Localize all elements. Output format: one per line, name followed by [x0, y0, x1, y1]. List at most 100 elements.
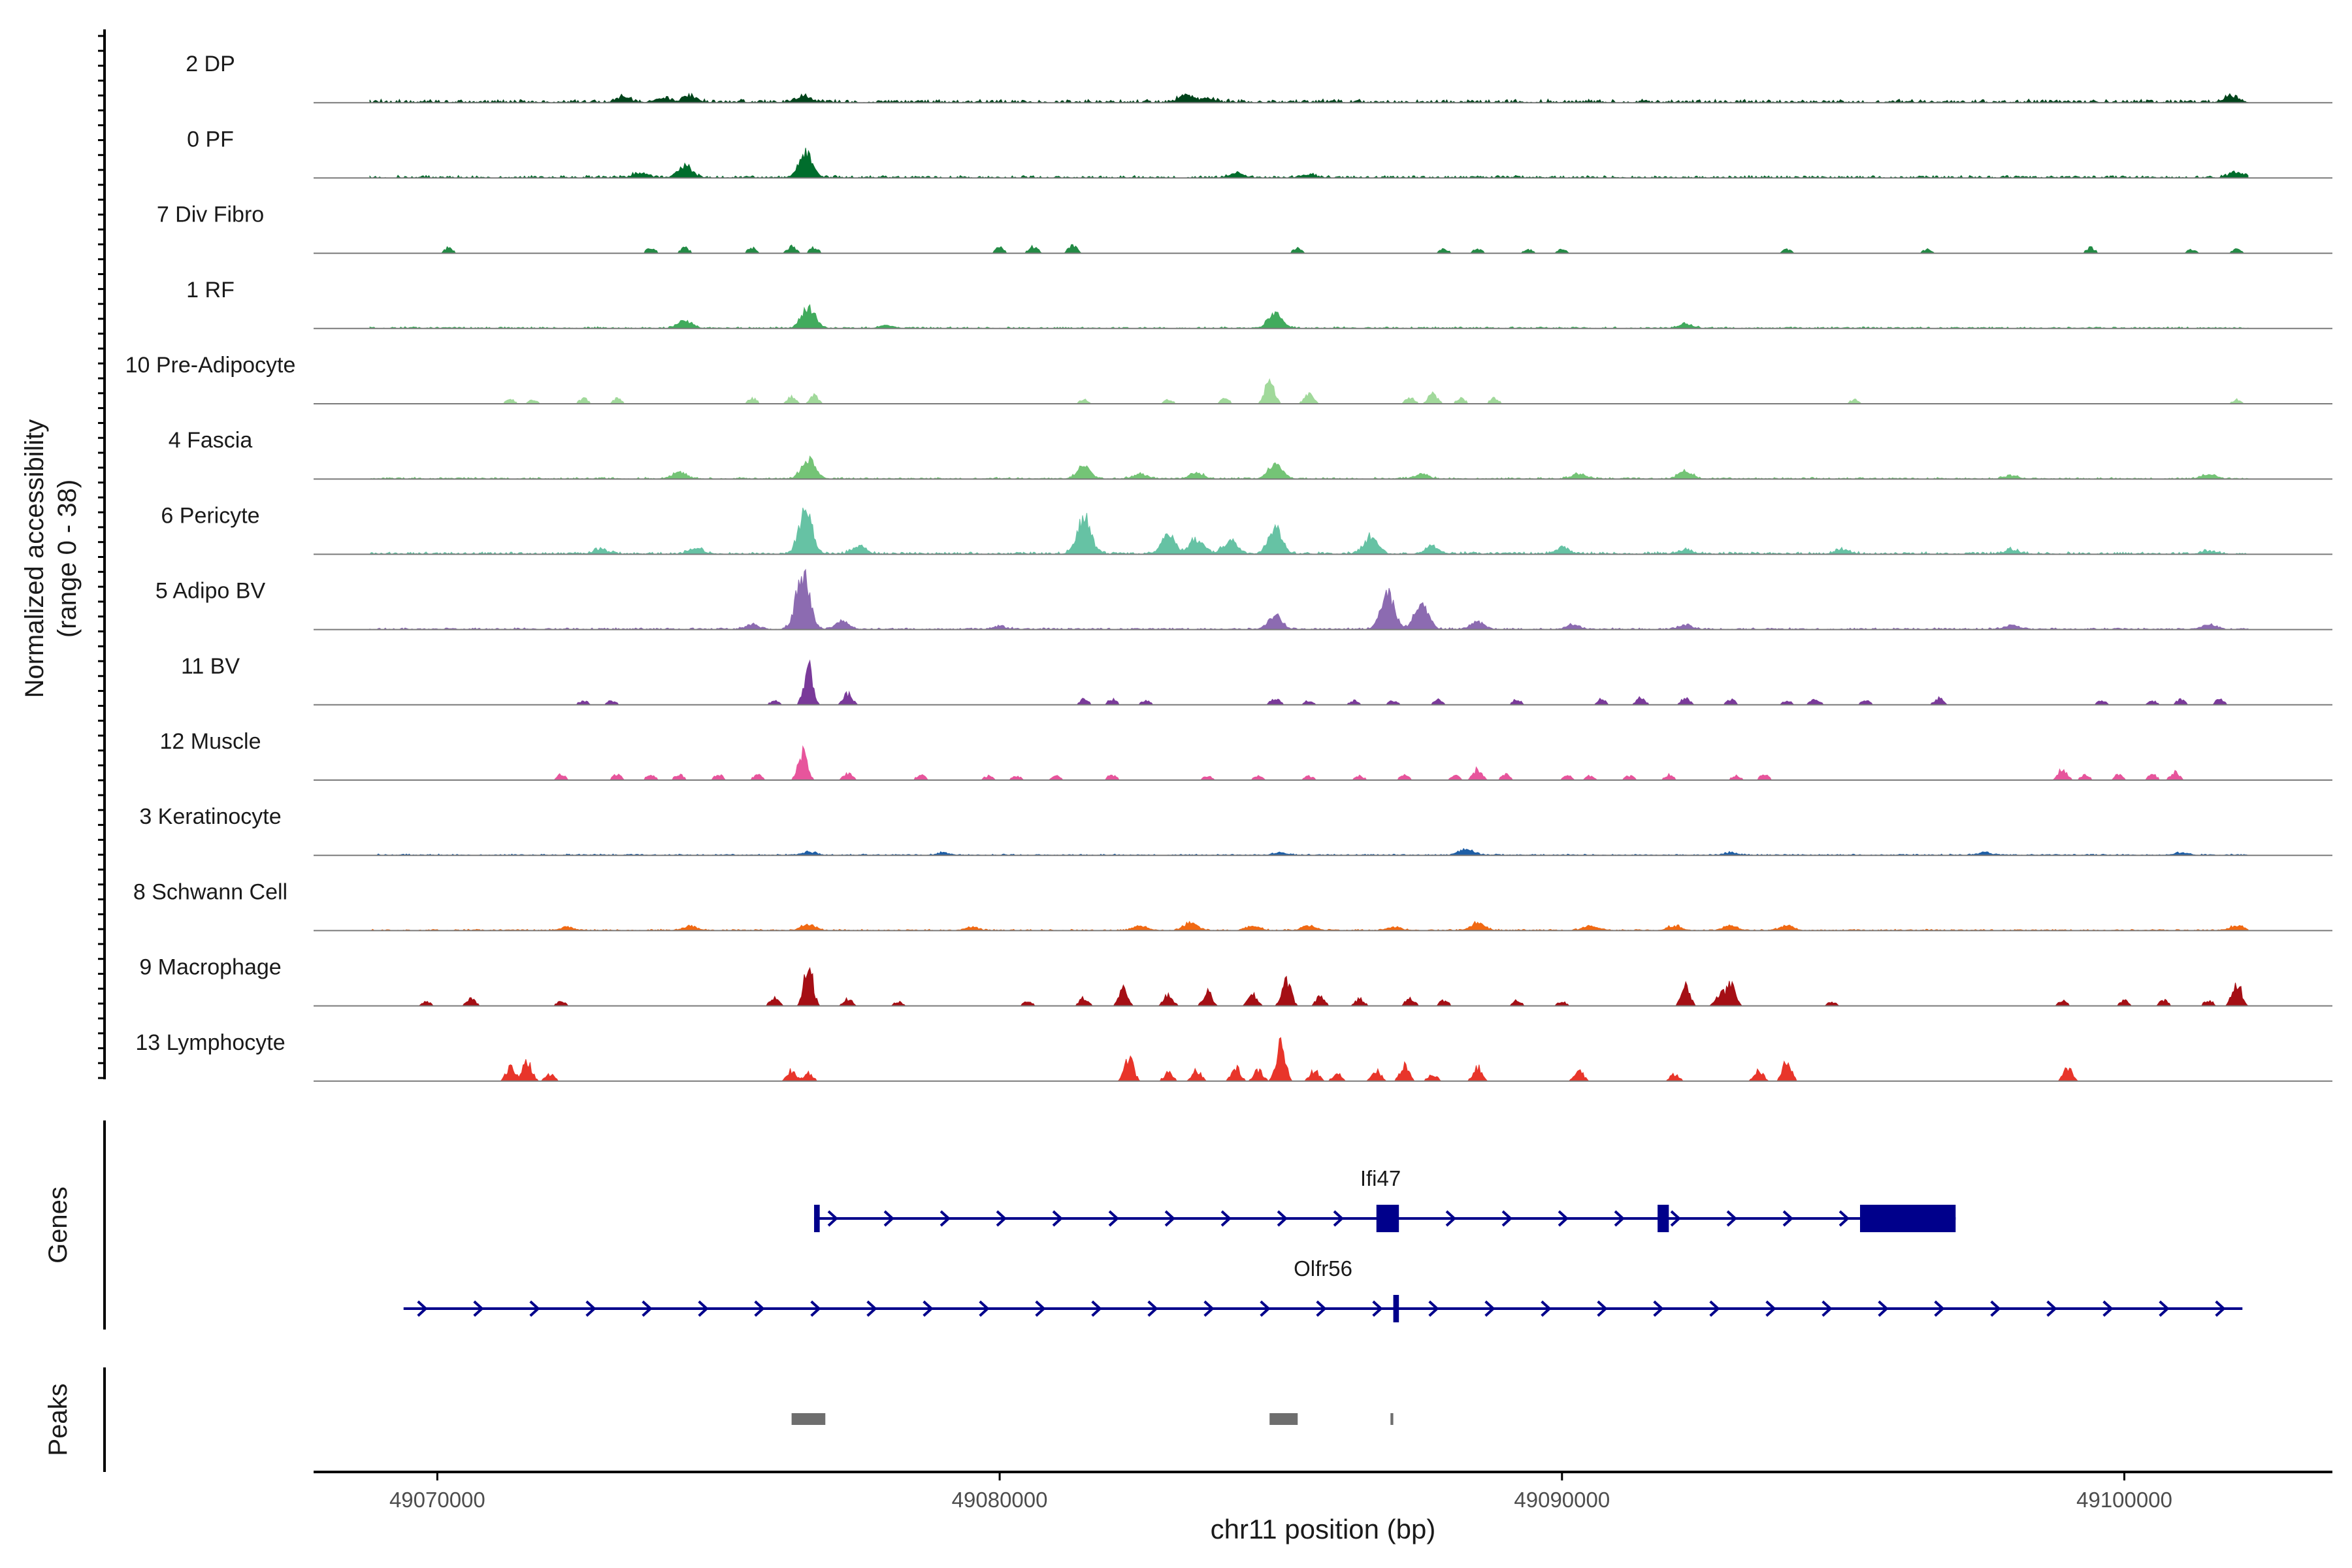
- track-6-pericyte: 6 Pericyte: [161, 503, 2332, 555]
- coverage-area: [370, 659, 2248, 706]
- x-tick-label: 49100000: [2076, 1488, 2172, 1512]
- coverage-area: [369, 92, 2249, 104]
- track-5-adipo-bv: 5 Adipo BV: [155, 568, 2332, 630]
- coverage-area: [370, 745, 2248, 781]
- coverage-area: [369, 508, 2249, 555]
- strand-arrow: [1484, 1300, 1495, 1317]
- strand-arrow: [1035, 1300, 1046, 1317]
- strand-arrow: [1501, 1210, 1512, 1227]
- track-label: 2 DP: [186, 52, 235, 76]
- coverage-tracks: 2 DP 0 PF 7 Div Fibro 1 RF 10 Pre-Adipocyte 4…: [125, 52, 2332, 1082]
- strand-arrow: [2159, 1300, 2170, 1317]
- gene-olfr56: Olfr56: [403, 1256, 2243, 1322]
- track-label: 13 Lymphocyte: [135, 1030, 285, 1055]
- strand-arrow: [2046, 1300, 2057, 1317]
- y-axis-label-line1: Normalized accessibility: [20, 419, 49, 698]
- strand-arrow: [1260, 1300, 1271, 1317]
- track-label: 0 PF: [187, 127, 234, 152]
- track-0-pf: 0 PF: [187, 127, 2332, 179]
- strand-arrow: [1653, 1300, 1664, 1317]
- gene-label: Ifi47: [1360, 1166, 1401, 1190]
- coverage-area: [369, 568, 2249, 630]
- track-11-bv: 11 BV: [181, 654, 2332, 706]
- strand-arrow: [810, 1300, 821, 1317]
- strand-arrow: [1821, 1300, 1833, 1317]
- strand-arrow: [1838, 1210, 1850, 1227]
- strand-arrow: [1203, 1300, 1215, 1317]
- strand-arrow: [1428, 1300, 1439, 1317]
- gene-ifi47: Ifi47: [814, 1166, 1956, 1232]
- track-1-rf: 1 RF: [186, 278, 2332, 329]
- strand-arrow: [939, 1210, 951, 1227]
- genes-track: Ifi47 Olfr56: [403, 1166, 2243, 1322]
- track-7-div-fibro: 7 Div Fibro: [157, 203, 2332, 254]
- genes-panel-label: Genes: [44, 1186, 73, 1264]
- strand-arrow: [1878, 1300, 1889, 1317]
- track-label: 12 Muscle: [160, 729, 261, 754]
- track-label: 11 BV: [181, 654, 240, 679]
- track-4-fascia: 4 Fascia: [169, 428, 2332, 480]
- strand-arrow: [1726, 1210, 1737, 1227]
- coverage-area: [370, 1037, 2248, 1082]
- track-label: 9 Macrophage: [139, 955, 281, 980]
- strand-arrow: [1709, 1300, 1720, 1317]
- strand-arrow: [1614, 1210, 1625, 1227]
- track-label: 4 Fascia: [169, 428, 253, 453]
- peak-region: [791, 1413, 826, 1425]
- strand-arrow: [1765, 1300, 1776, 1317]
- peak-regions-track: [791, 1413, 1394, 1425]
- coverage-area: [369, 847, 2249, 856]
- coverage-area: [369, 148, 2249, 179]
- track-9-macrophage: 9 Macrophage: [139, 955, 2332, 1007]
- track-10-pre-adipocyte: 10 Pre-Adipocyte: [125, 353, 2332, 404]
- x-tick-label: 49070000: [389, 1488, 485, 1512]
- y-axis: [98, 29, 106, 1079]
- strand-arrow: [1670, 1210, 1681, 1227]
- strand-arrow: [417, 1300, 428, 1317]
- x-axis-label: chr11 position (bp): [1211, 1514, 1436, 1544]
- track-label: 8 Schwann Cell: [133, 879, 287, 904]
- strand-arrow: [1990, 1300, 2001, 1317]
- strand-arrow: [1782, 1210, 1793, 1227]
- track-12-muscle: 12 Muscle: [160, 729, 2332, 781]
- track-label: 7 Div Fibro: [157, 203, 264, 227]
- exon: [1658, 1205, 1669, 1232]
- strand-arrow: [923, 1300, 934, 1317]
- track-3-keratinocyte: 3 Keratinocyte: [139, 804, 2332, 857]
- strand-arrow: [1934, 1300, 1945, 1317]
- track-label: 3 Keratinocyte: [139, 804, 281, 829]
- track-label: 5 Adipo BV: [155, 579, 266, 604]
- strand-arrow: [2102, 1300, 2114, 1317]
- strand-arrow: [1147, 1300, 1158, 1317]
- strand-arrow: [1541, 1300, 1552, 1317]
- track-label: 1 RF: [186, 278, 235, 302]
- strand-arrow: [473, 1300, 484, 1317]
- coverage-area: [370, 244, 2248, 254]
- x-axis: 49070000 49080000 49090000 49100000: [389, 1472, 2172, 1512]
- strand-arrow: [585, 1300, 596, 1317]
- strand-arrow: [1445, 1210, 1456, 1227]
- gene-label: Olfr56: [1294, 1256, 1352, 1281]
- y-axis-label: Normalized accessibility: [20, 419, 49, 698]
- strand-arrow: [1372, 1300, 1383, 1317]
- exon: [1859, 1205, 1956, 1232]
- strand-arrow: [754, 1300, 765, 1317]
- coverage-area: [370, 967, 2249, 1007]
- track-13-lymphocyte: 13 Lymphocyte: [135, 1030, 2332, 1082]
- coverage-area: [369, 455, 2249, 480]
- track-8-schwann-cell: 8 Schwann Cell: [133, 879, 2332, 932]
- strand-arrow: [2215, 1300, 2226, 1317]
- strand-arrow: [1091, 1300, 1102, 1317]
- strand-arrow: [1277, 1210, 1288, 1227]
- strand-arrow: [996, 1210, 1007, 1227]
- x-tick-label: 49090000: [1514, 1488, 1610, 1512]
- peak-region: [1269, 1413, 1298, 1425]
- track-2-dp: 2 DP: [186, 52, 2332, 104]
- coverage-area: [369, 921, 2249, 931]
- y-axis-range-label: (range 0 - 38): [53, 480, 82, 638]
- track-label: 6 Pericyte: [161, 503, 259, 528]
- strand-arrow: [642, 1300, 653, 1317]
- strand-arrow: [529, 1300, 540, 1317]
- strand-arrow: [1052, 1210, 1063, 1227]
